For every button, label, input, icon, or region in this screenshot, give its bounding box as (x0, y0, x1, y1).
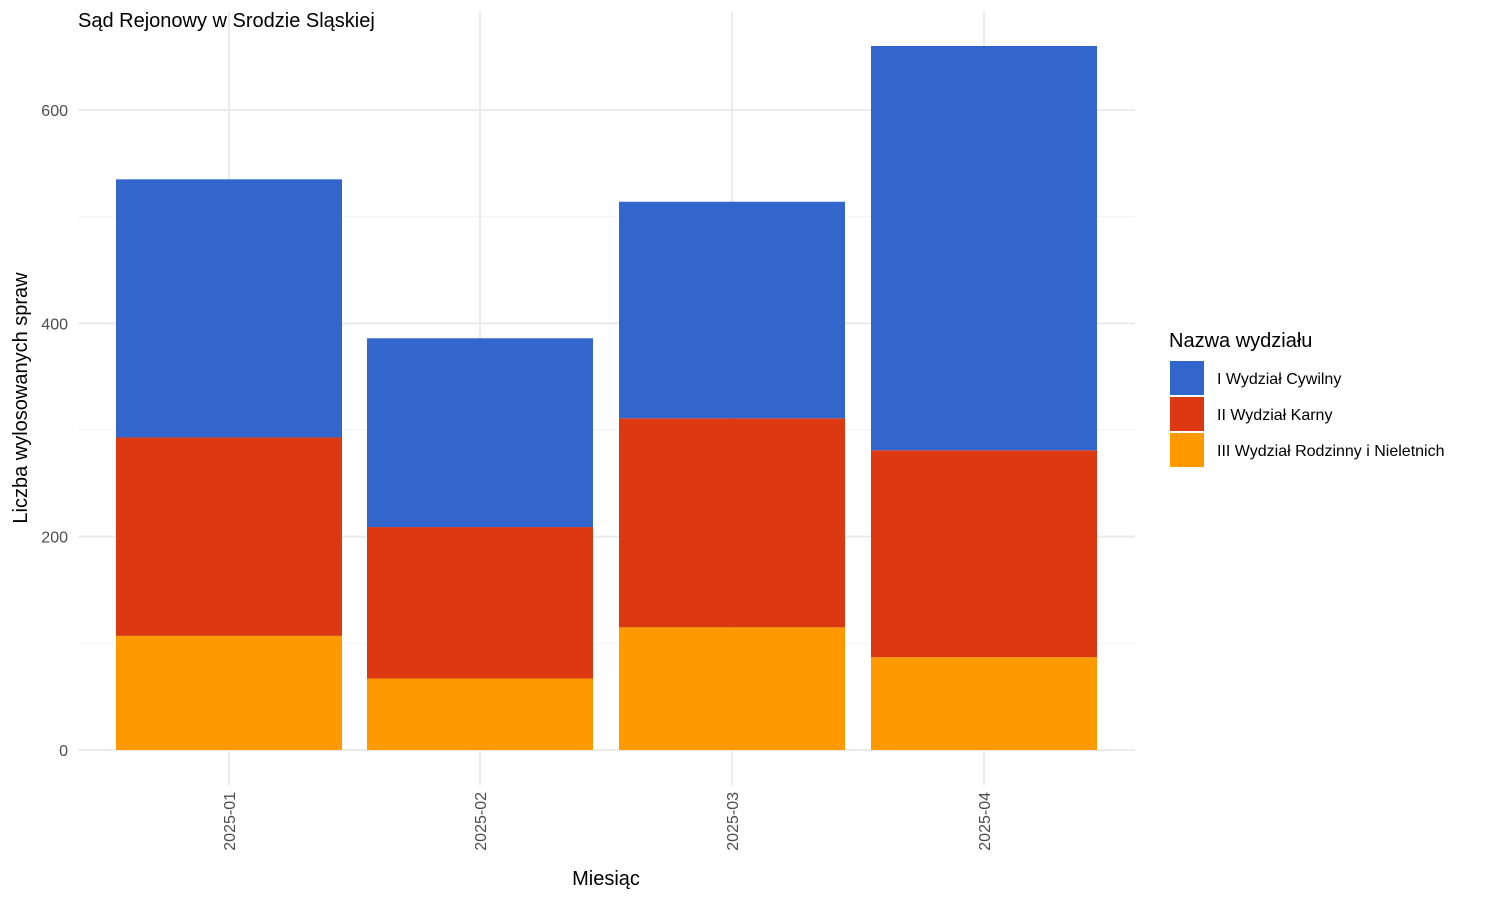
bar-segment (619, 418, 845, 628)
x-tick-label: 2025-04 (977, 792, 994, 851)
x-axis: 2025-01 2025-02 2025-03 2025-04 (222, 792, 994, 851)
bar-segment (116, 635, 342, 750)
y-tick-label: 400 (41, 316, 68, 333)
x-tick-label: 2025-03 (725, 792, 742, 851)
legend-swatch (1170, 433, 1204, 467)
bar-segment (367, 338, 593, 528)
bar-segment (116, 179, 342, 438)
legend-label: II Wydział Karny (1217, 407, 1332, 424)
legend-label: I Wydział Cywilny (1217, 371, 1341, 388)
bar-segment (367, 678, 593, 750)
chart-title: Sąd Rejonowy w Srodzie Sląskiej (78, 10, 375, 32)
bar-segment (871, 46, 1097, 451)
y-tick-label: 0 (59, 743, 68, 760)
y-axis-label: Liczba wylosowanych spraw (10, 272, 32, 524)
y-tick-label: 600 (41, 103, 68, 120)
bar-segment (871, 657, 1097, 750)
bar-segment (367, 527, 593, 679)
bar-segment (871, 450, 1097, 658)
legend-swatch (1170, 361, 1204, 395)
x-tick-label: 2025-01 (222, 792, 239, 851)
x-axis-label: Miesiąc (572, 868, 640, 890)
bar-segment (619, 201, 845, 419)
legend: Nazwa wydziału I Wydział Cywilny II Wydzi… (1169, 330, 1445, 467)
bar-segment (619, 627, 845, 750)
bar-segment (116, 437, 342, 636)
legend-title: Nazwa wydziału (1169, 330, 1312, 352)
legend-label: III Wydział Rodzinny i Nieletnich (1217, 443, 1445, 460)
bars (116, 46, 1097, 750)
y-axis: 0 200 400 600 (41, 103, 68, 760)
legend-swatch (1170, 397, 1204, 431)
x-tick-label: 2025-02 (473, 792, 490, 851)
y-tick-label: 200 (41, 530, 68, 547)
